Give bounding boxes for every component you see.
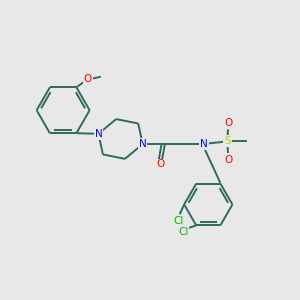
Text: O: O	[156, 159, 164, 170]
Text: N: N	[94, 129, 102, 139]
Text: O: O	[224, 155, 232, 165]
Text: O: O	[224, 118, 232, 128]
Text: Cl: Cl	[178, 227, 188, 237]
Text: Cl: Cl	[173, 216, 184, 226]
Text: N: N	[200, 139, 208, 149]
Text: S: S	[224, 136, 231, 146]
Text: N: N	[139, 139, 146, 149]
Text: O: O	[83, 74, 92, 84]
